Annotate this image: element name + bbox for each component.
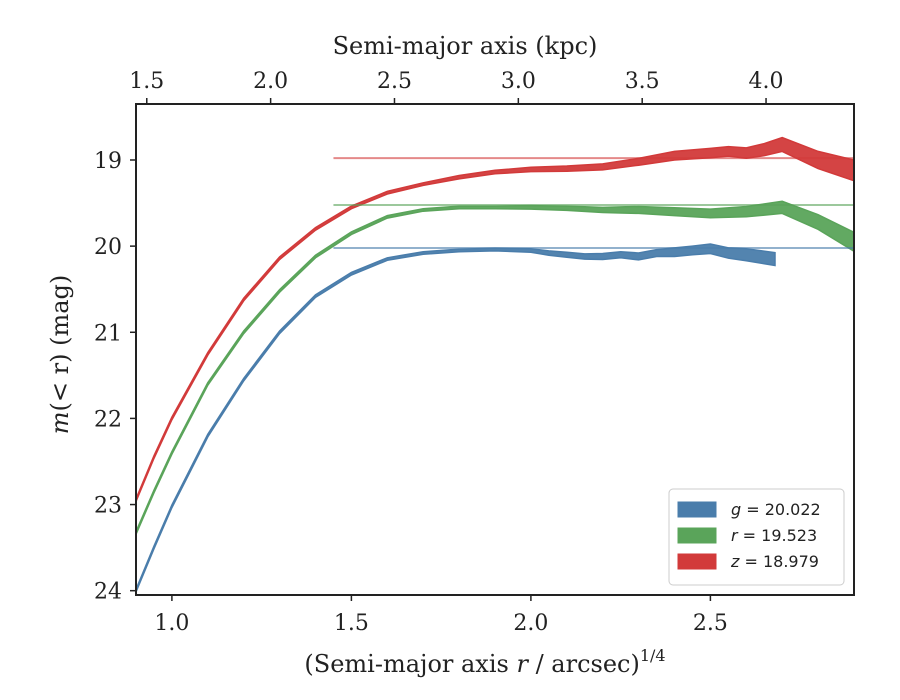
- x-tick-label: 1.5: [334, 611, 369, 636]
- y-tick-label: 19: [94, 149, 122, 174]
- top-axis-title: Semi-major axis (kpc): [333, 32, 598, 60]
- band-r: [136, 200, 854, 535]
- x-tick-label: 1.0: [154, 611, 189, 636]
- y-axis-title-rest: (< r) (mag): [46, 275, 74, 412]
- band-g: [136, 243, 776, 593]
- x-axis-title-prefix: (Semi-major axis: [304, 650, 516, 678]
- x-axis-title: (Semi-major axis r / arcsec)1/4: [304, 646, 665, 678]
- top-x-tick-label: 2.5: [377, 69, 412, 94]
- top-x-tick-label: 4.0: [749, 69, 784, 94]
- x-axis-title-suffix: / arcsec): [528, 650, 640, 678]
- x-tick-label: 2.0: [513, 611, 548, 636]
- legend-swatch-g: [677, 501, 717, 518]
- legend-label-g: g = 20.022: [731, 500, 821, 519]
- y-tick-label: 20: [94, 235, 122, 260]
- legend-label-z: z = 18.979: [730, 552, 819, 571]
- data-bands: [136, 136, 854, 593]
- y-tick-label: 24: [94, 580, 122, 605]
- x-tick-label: 2.5: [693, 611, 728, 636]
- legend-label-r: r = 19.523: [731, 526, 817, 545]
- y-tick-label: 22: [94, 407, 122, 432]
- plot-frame: [135, 103, 855, 596]
- top-x-tick-label: 1.5: [129, 69, 164, 94]
- y-tick-label: 21: [94, 321, 122, 346]
- x-axis-title-exponent: 1/4: [640, 646, 666, 665]
- legend-swatch-r: [677, 527, 717, 544]
- axis-ticks: 1.0 1.5 2.0 2.5 19 20 21 22 23 24 1.5 2.0 2.5 3.0 3.5 4…: [94, 69, 784, 636]
- x-axis-title-var: r: [516, 650, 529, 678]
- legend-swatch-z: [677, 553, 717, 570]
- band-z: [136, 136, 854, 502]
- top-x-tick-label: 3.0: [501, 69, 536, 94]
- legend: g = 20.022 r = 19.523 z = 18.979: [668, 488, 845, 586]
- top-x-tick-label: 2.0: [253, 69, 288, 94]
- y-axis-title-var: m: [46, 411, 74, 434]
- top-x-tick-label: 3.5: [625, 69, 660, 94]
- y-axis-title: m(< r) (mag): [46, 275, 74, 435]
- y-tick-label: 23: [94, 494, 122, 519]
- asymptote-lines: [333, 157, 854, 250]
